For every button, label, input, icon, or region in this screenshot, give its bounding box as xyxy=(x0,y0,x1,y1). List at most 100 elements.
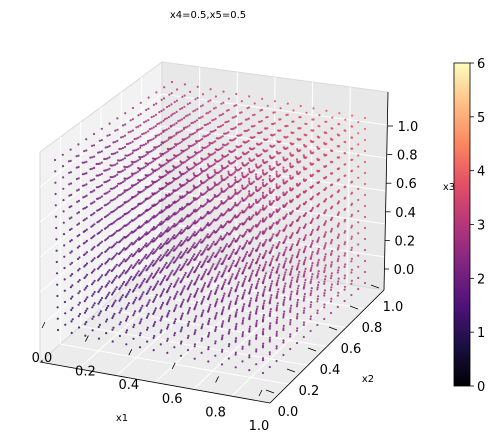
scatter-point xyxy=(157,167,160,170)
scatter-point xyxy=(131,266,134,270)
scatter-point xyxy=(277,254,280,257)
scatter-point xyxy=(276,279,279,282)
scatter-point xyxy=(225,109,229,112)
scatter-point xyxy=(185,258,189,261)
tick-label: 0.2 xyxy=(75,365,96,380)
scatter-point xyxy=(220,300,223,303)
scatter-point xyxy=(329,184,333,187)
scatter-point xyxy=(183,273,186,277)
scatter-point xyxy=(275,334,278,337)
scatter-point xyxy=(312,107,315,110)
scatter-point xyxy=(188,306,191,310)
scatter-point xyxy=(139,101,142,104)
scatter-point xyxy=(302,321,306,324)
scatter-point xyxy=(134,298,137,301)
scatter-point xyxy=(114,231,117,234)
scatter-point xyxy=(171,269,174,272)
scatter-point xyxy=(248,354,251,357)
scatter-point xyxy=(255,321,258,325)
scatter-point xyxy=(143,266,146,269)
scatter-point xyxy=(194,98,197,101)
scatter-point xyxy=(166,339,169,342)
scatter-point xyxy=(178,187,181,190)
scatter-point xyxy=(213,162,216,165)
scatter-point xyxy=(172,225,175,228)
scatter-point xyxy=(268,314,271,318)
scatter-point xyxy=(316,264,319,267)
scatter-point xyxy=(209,303,212,306)
scatter-point xyxy=(255,299,258,302)
scatter-point xyxy=(296,298,300,301)
scatter-point xyxy=(100,296,104,300)
scatter-point xyxy=(106,157,109,160)
scatter-point xyxy=(91,156,94,159)
scatter-point xyxy=(190,279,193,282)
scatter-point xyxy=(268,336,272,339)
scatter-point xyxy=(99,310,102,313)
scatter-point xyxy=(165,151,168,154)
scatter-point xyxy=(149,240,153,243)
scatter-point xyxy=(344,241,347,244)
scatter-point xyxy=(108,122,111,125)
scatter-point xyxy=(295,305,299,308)
scatter-point xyxy=(152,126,155,129)
axis-line xyxy=(383,91,389,291)
scatter-point xyxy=(221,348,224,351)
scatter-point xyxy=(124,236,127,239)
scatter-point xyxy=(131,140,134,143)
scatter-point xyxy=(228,328,231,331)
x-axis-ticks: 0.00.20.40.60.81.0 xyxy=(32,321,270,434)
scatter-point xyxy=(324,242,327,245)
scatter-point xyxy=(227,232,230,235)
scatter-point xyxy=(56,283,59,286)
scatter-point xyxy=(117,241,120,244)
scatter-point xyxy=(129,232,132,235)
scatter-point xyxy=(185,181,188,185)
scatter-point xyxy=(272,244,275,247)
scatter-point xyxy=(282,328,285,332)
scatter-point xyxy=(257,291,260,294)
scatter-point xyxy=(207,323,210,326)
scatter-point xyxy=(136,283,139,286)
scatter-point xyxy=(220,325,223,328)
scatter-point xyxy=(275,330,278,333)
scatter-point xyxy=(127,154,130,157)
scatter-point xyxy=(140,318,143,321)
scatter-point xyxy=(169,124,172,128)
scatter-point xyxy=(206,233,209,236)
scatter-point xyxy=(181,300,184,304)
scatter-point xyxy=(227,108,230,112)
tick-label: 1.0 xyxy=(249,419,270,434)
scatter-point xyxy=(151,264,154,267)
scatter-point xyxy=(124,284,127,287)
scatter-point xyxy=(100,127,103,130)
scatter-point xyxy=(343,285,347,288)
scatter-point xyxy=(104,285,107,288)
scatter-point xyxy=(298,204,301,207)
scatter-point xyxy=(145,151,148,154)
tick-label: 0.6 xyxy=(162,392,183,407)
scatter-point xyxy=(93,302,96,305)
scatter-point xyxy=(248,292,251,295)
scatter-point xyxy=(268,167,271,170)
scatter-point xyxy=(214,95,217,98)
scatter-point xyxy=(116,139,119,142)
scatter-point xyxy=(228,343,231,346)
scatter-point xyxy=(76,257,80,261)
scatter-point xyxy=(263,138,266,141)
scatter-point xyxy=(165,117,168,120)
scatter-point xyxy=(68,171,71,174)
scatter-point xyxy=(227,220,230,223)
scatter-point xyxy=(85,160,88,163)
scatter-point xyxy=(284,125,287,128)
scatter-point xyxy=(192,184,195,187)
scatter-point xyxy=(86,273,89,276)
scatter-point xyxy=(118,334,121,338)
scatter-point xyxy=(201,323,204,326)
tick-mark xyxy=(286,368,296,373)
y-axis-label: x2 xyxy=(362,374,374,385)
scatter-point xyxy=(225,231,229,235)
scatter-point xyxy=(269,284,272,287)
scatter-point xyxy=(188,272,191,275)
scatter-point xyxy=(216,263,219,266)
